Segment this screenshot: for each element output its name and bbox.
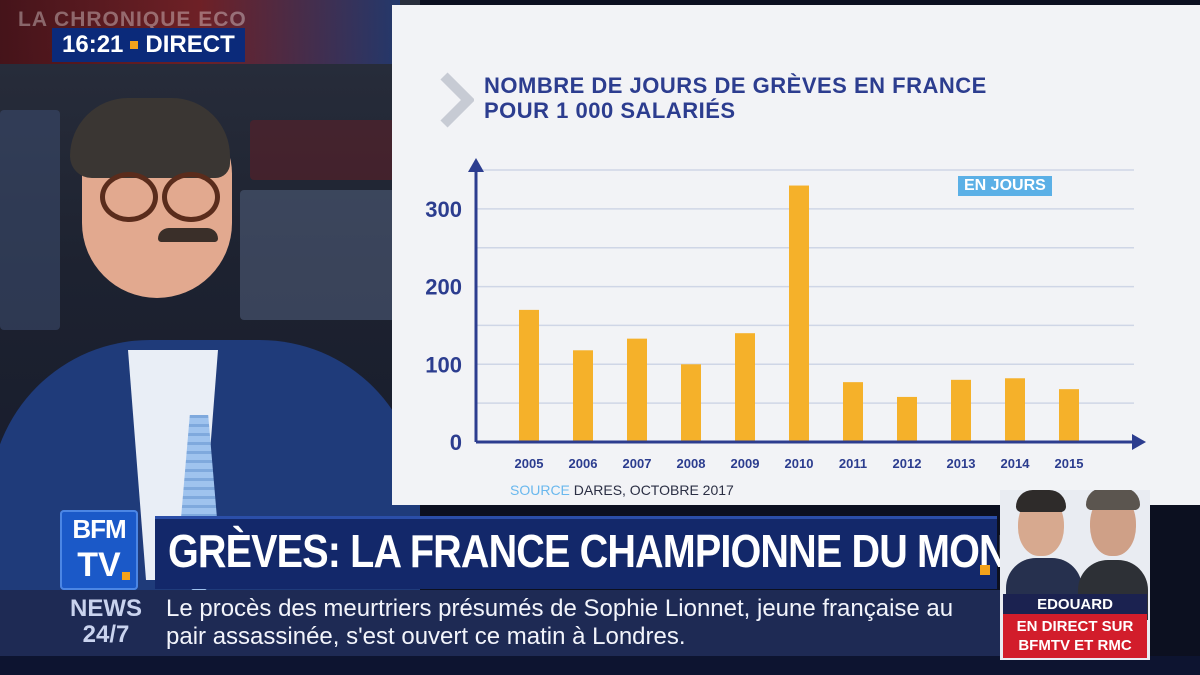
chart-title: NOMBRE DE JOURS DE GRÈVES EN FRANCE POUR…: [484, 73, 987, 123]
x-tick-label: 2012: [893, 456, 922, 471]
bar-2012: [897, 396, 917, 442]
bar-2015: [1059, 389, 1079, 442]
x-tick-label: 2014: [1001, 456, 1031, 471]
bar-chart: 2005 2006 2007 2008 2009 2010 2011 2012 2013 2014…: [425, 158, 1146, 471]
chart-title-line2: POUR 1 000 SALARIÉS: [484, 98, 736, 123]
chart-x-labels: 2005 2006 2007 2008 2009 2010 2011 2012 2013 2014…: [515, 456, 1084, 471]
logo-text-bottom: TV: [77, 546, 121, 584]
logo-text-top: BFM: [72, 514, 126, 544]
source-value: DARES, OCTOBRE 2017: [573, 482, 734, 498]
live-label: DIRECT: [145, 31, 235, 58]
background-screen: [0, 110, 60, 330]
bar-2010: [789, 185, 809, 443]
separator-dot: [130, 41, 139, 49]
headline-accent-dot: [980, 565, 990, 575]
x-tick-label: 2006: [569, 456, 598, 471]
background-screen: [240, 190, 410, 320]
y-tick-label: 200: [425, 275, 462, 300]
bar-2006: [573, 350, 593, 442]
bar-2014: [1005, 378, 1025, 442]
source-key: SOURCE: [510, 482, 570, 498]
live-status-badge: EN DIRECT SUR BFMTV ET RMC: [1003, 614, 1147, 658]
clock-bar: 16:21 DIRECT: [52, 28, 245, 62]
news-247-label: NEWS 24/7: [70, 596, 142, 648]
time-display: 16:21: [62, 31, 124, 58]
news-label-line2: 24/7: [82, 621, 130, 648]
x-tick-label: 2013: [947, 456, 976, 471]
headline-bar: [155, 516, 997, 589]
x-tick-label: 2010: [785, 456, 814, 471]
x-axis-arrow-icon: [1132, 434, 1146, 450]
logo-dot: [122, 572, 130, 580]
bar-2011: [843, 382, 863, 442]
x-tick-label: 2008: [677, 456, 706, 471]
chart-bars: [519, 185, 1079, 443]
chart-title-line1: NOMBRE DE JOURS DE GRÈVES EN FRANCE: [484, 73, 987, 98]
bfmtv-logo: BFM TV: [60, 510, 138, 590]
presenter-hair: [70, 98, 230, 178]
x-tick-label: 2011: [839, 456, 867, 471]
bar-2009: [735, 333, 755, 442]
presenter-mustache: [158, 228, 218, 242]
news-ticker-bar: [0, 590, 1000, 656]
program-title: LA CHRONIQUE ECO: [18, 8, 247, 31]
chart-source: SOURCE DARES, OCTOBRE 2017: [510, 482, 734, 498]
bottom-strip: [0, 656, 1200, 675]
x-tick-label: 2007: [623, 456, 652, 471]
chevron-right-icon: [440, 72, 474, 128]
ticker-text: Le procès des meurtriers présumés de Sop…: [166, 595, 954, 650]
x-tick-label: 2015: [1055, 456, 1084, 471]
x-tick-label: 2005: [515, 456, 544, 471]
y-axis-arrow-icon: [468, 158, 484, 172]
bar-2013: [951, 379, 971, 442]
bar-2008: [681, 364, 701, 442]
bar-2007: [627, 338, 647, 442]
y-tick-label: 0: [450, 430, 462, 455]
headline: GRÈVES: LA FRANCE CHAMPIONNE DU MONDE: [168, 525, 1061, 577]
chart-y-labels: 0 100 200 300: [425, 197, 462, 455]
unit-badge: EN JOURS: [958, 176, 1052, 196]
y-tick-label: 100: [425, 352, 462, 377]
glasses-icon: [100, 172, 230, 222]
y-tick-label: 300: [425, 197, 462, 222]
bar-2005: [519, 309, 539, 442]
background-screen: [250, 120, 410, 180]
news-label-line1: NEWS: [70, 595, 142, 622]
x-tick-label: 2009: [731, 456, 760, 471]
